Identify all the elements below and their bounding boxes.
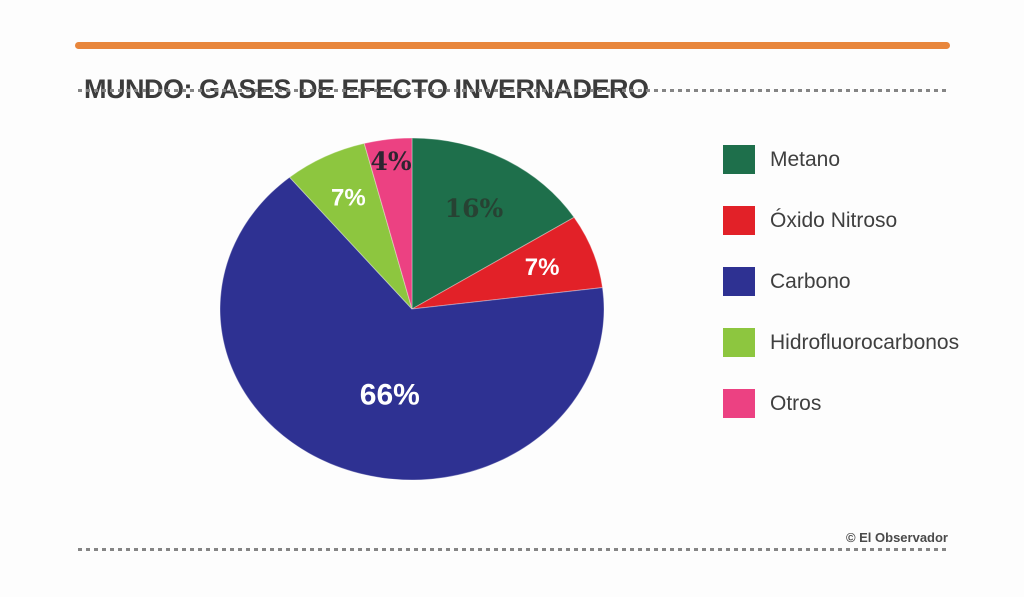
- legend-label-hidrofluorocarbonos: Hidrofluorocarbonos: [770, 330, 960, 354]
- legend-item-metano: Metano: [723, 145, 959, 174]
- legend-swatch-carbono: [723, 267, 755, 296]
- title-divider: [78, 89, 950, 92]
- legend-swatch-otros: [723, 389, 755, 418]
- source-credit: © El Observador: [845, 530, 948, 545]
- legend-item-oxido-nitroso: Óxido Nitroso: [723, 206, 959, 235]
- pie-label-oxido-nitroso: 7%: [525, 254, 560, 281]
- legend-item-hidrofluorocarbonos: Hidrofluorocarbonos: [723, 328, 959, 357]
- pie-label-metano: 16%: [445, 194, 504, 223]
- pie-slice-oxido-nitroso: [411, 216, 604, 310]
- pie-slice-hidrofluorocarbonos: [288, 142, 413, 310]
- legend-swatch-oxido-nitroso: [723, 206, 755, 235]
- pie-slice-metano: [411, 137, 575, 310]
- footer-divider: [78, 548, 950, 551]
- legend-item-otros: Otros: [723, 389, 959, 418]
- pie-label-otros: 4%: [371, 147, 412, 176]
- legend-item-carbono: Carbono: [723, 267, 959, 296]
- legend-label-otros: Otros: [770, 391, 822, 415]
- pie-slice-otros: [363, 137, 413, 310]
- legend-label-carbono: Carbono: [770, 269, 851, 293]
- legend-label-oxido-nitroso: Óxido Nitroso: [770, 208, 898, 232]
- legend-label-metano: Metano: [770, 147, 841, 171]
- accent-bar: [75, 42, 950, 49]
- pie-slice-carbono: [219, 176, 605, 481]
- pie-label-carbono: 66%: [360, 378, 420, 411]
- pie-label-hidrofluorocarbonos: 7%: [331, 184, 366, 211]
- legend-swatch-hidrofluorocarbonos: [723, 328, 755, 357]
- legend-swatch-metano: [723, 145, 755, 174]
- legend: Metano Óxido Nitroso Carbono Hidrofluorocar…: [723, 145, 959, 418]
